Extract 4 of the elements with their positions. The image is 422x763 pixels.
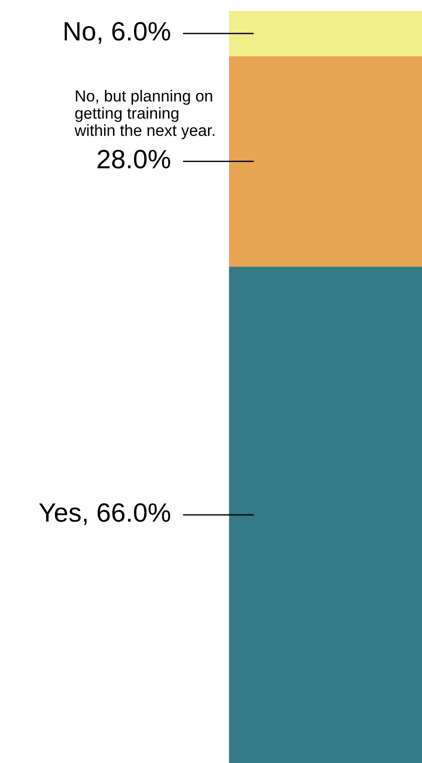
text: No, 6.0% [64,22,170,44]
series-label: No, but planning on getting training within the next year. [74,90,214,140]
text: Yes, 66.0% [39,503,170,526]
data-label: 28.0% [98,150,170,168]
